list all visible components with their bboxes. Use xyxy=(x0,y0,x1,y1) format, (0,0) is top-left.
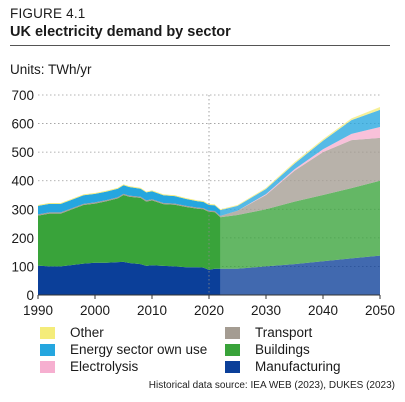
units-label: Units: TWh/yr xyxy=(10,62,92,77)
y-tick-label-200: 200 xyxy=(11,231,34,246)
area-energy-sector-own-use-historical xyxy=(38,185,221,216)
legend-label-electrolysis: Electrolysis xyxy=(70,359,139,374)
legend-swatch-manufacturing xyxy=(225,361,240,373)
legend-label-energy-sector-own-use: Energy sector own use xyxy=(70,342,208,357)
source-note: Historical data source: IEA WEB (2023), … xyxy=(148,380,395,391)
y-tick-label-300: 300 xyxy=(11,202,34,217)
x-tick-label-2040: 2040 xyxy=(308,303,338,318)
x-tick-label-2020: 2020 xyxy=(194,303,224,318)
figure-label: FIGURE 4.1 xyxy=(10,6,86,21)
area-buildings-projection xyxy=(220,180,380,269)
y-tick-label-600: 600 xyxy=(11,117,34,132)
area-buildings-historical xyxy=(38,195,221,270)
x-tick-label-1990: 1990 xyxy=(23,303,53,318)
legend-swatch-buildings xyxy=(225,344,240,356)
y-tick-label-400: 400 xyxy=(11,174,34,189)
legend-label-other: Other xyxy=(70,325,104,340)
y-tick-label-0: 0 xyxy=(26,288,34,303)
legend-label-manufacturing: Manufacturing xyxy=(255,359,341,374)
y-tick-label-100: 100 xyxy=(11,259,34,274)
legend-swatch-transport xyxy=(225,327,240,339)
title-divider xyxy=(10,45,390,46)
area-other-projection xyxy=(220,107,380,211)
area-transport-projection xyxy=(220,137,380,218)
x-tick-label-2050: 2050 xyxy=(365,303,395,318)
area-manufacturing-projection xyxy=(220,255,380,295)
y-tick-label-700: 700 xyxy=(11,88,34,103)
area-manufacturing-historical xyxy=(38,261,221,295)
x-tick-label-2030: 2030 xyxy=(251,303,281,318)
chart-title: UK electricity demand by sector xyxy=(10,24,231,40)
legend-swatch-electrolysis xyxy=(40,361,55,373)
legend-swatch-other xyxy=(40,327,55,339)
x-tick-label-2000: 2000 xyxy=(80,303,110,318)
legend-label-buildings: Buildings xyxy=(255,342,310,357)
y-tick-label-500: 500 xyxy=(11,145,34,160)
area-energy-sector-own-use-projection xyxy=(220,109,380,216)
legend-swatch-energy-sector-own-use xyxy=(40,344,55,356)
area-transport-historical xyxy=(38,193,221,218)
x-tick-label-2010: 2010 xyxy=(137,303,167,318)
area-electrolysis-projection xyxy=(220,127,380,216)
legend-label-transport: Transport xyxy=(255,325,313,340)
